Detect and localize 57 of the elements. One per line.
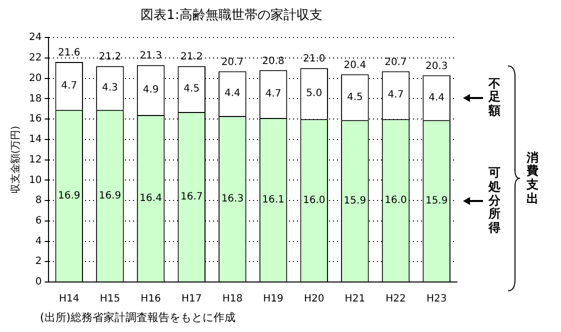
- x-tick-label: H17: [181, 294, 202, 305]
- data-label: 16.4: [140, 192, 162, 204]
- total-label: 21.6: [58, 48, 80, 59]
- data-label: 16.1: [262, 194, 284, 206]
- data-label: 15.9: [344, 195, 366, 206]
- y-tick-label: 18: [28, 93, 42, 104]
- y-tick-label: 14: [28, 134, 42, 146]
- data-label: 4.4: [224, 88, 240, 100]
- y-tick-label: 12: [28, 154, 42, 166]
- text: 不足額: [488, 76, 501, 118]
- y-tick-label: 24: [28, 32, 42, 44]
- data-label: 5.0: [306, 88, 322, 100]
- x-tick-label: H20: [304, 294, 324, 305]
- total-label: 21.0: [302, 54, 326, 65]
- data-label: 16.9: [98, 190, 122, 202]
- text: (出所)総務省家計調査報告をもとに作成: [40, 310, 236, 325]
- chart-title: 図表1:高齢無職世帯の家計収支: [140, 7, 322, 24]
- x-tick-label: H18: [222, 294, 243, 305]
- data-label: 16.0: [384, 194, 407, 206]
- x-tick-label: H22: [386, 294, 406, 305]
- data-label: 16.9: [58, 190, 80, 202]
- y-tick-label: 10: [28, 174, 42, 186]
- total-label: 21.2: [98, 52, 122, 63]
- data-label: 4.9: [142, 84, 159, 96]
- data-label: 4.7: [265, 88, 282, 100]
- x-tick-label: H16: [140, 294, 161, 305]
- data-label: 4.4: [428, 92, 445, 104]
- x-tick-label: H14: [59, 294, 80, 305]
- text: 可処分所得: [488, 166, 501, 236]
- data-label: 4.3: [102, 82, 118, 94]
- data-label: 16.7: [180, 191, 203, 202]
- y-tick-label: 22: [28, 52, 42, 64]
- data-label: 4.7: [388, 90, 404, 101]
- total-label: 20.8: [262, 56, 284, 67]
- data-label: 4.5: [184, 84, 200, 95]
- x-tick-label: H19: [263, 294, 284, 305]
- data-label: 4.7: [61, 80, 78, 92]
- total-label: 20.3: [425, 60, 448, 72]
- y-tick-label: 2: [35, 256, 42, 268]
- data-label: 4.5: [346, 92, 363, 103]
- y-tick-label: 6: [35, 215, 42, 226]
- y-axis-title: 収支金額(万円): [10, 126, 22, 194]
- x-tick-label: H21: [344, 294, 366, 305]
- data-label: 16.3: [221, 193, 244, 204]
- y-tick-label: 8: [35, 195, 42, 206]
- total-label: 20.4: [344, 60, 366, 71]
- text: 消費支出: [526, 150, 539, 206]
- total-label: 21.2: [180, 52, 203, 63]
- data-label: 16.0: [302, 194, 326, 206]
- y-tick-label: 16: [28, 114, 42, 125]
- data-label: 15.9: [425, 195, 448, 206]
- total-label: 20.7: [221, 56, 244, 68]
- y-tick-label: 0: [35, 276, 42, 288]
- y-tick-label: 4: [35, 236, 42, 247]
- x-tick-label: H15: [100, 294, 120, 305]
- y-tick-label: 20: [28, 72, 42, 84]
- x-tick-label: H23: [426, 294, 447, 305]
